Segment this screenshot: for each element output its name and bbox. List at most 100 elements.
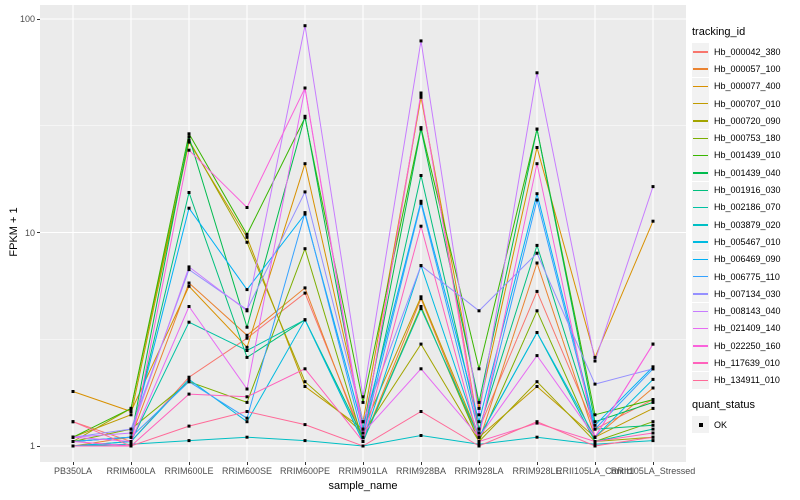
x-tick-label: RRIM901LA bbox=[338, 466, 388, 476]
legend-key bbox=[692, 233, 709, 251]
data-point bbox=[593, 413, 597, 417]
data-point bbox=[303, 286, 307, 290]
data-point bbox=[593, 427, 597, 431]
data-point bbox=[187, 424, 191, 428]
data-point bbox=[245, 387, 249, 391]
data-point bbox=[651, 367, 655, 371]
data-point bbox=[187, 377, 191, 381]
data-point bbox=[187, 375, 191, 379]
data-point bbox=[71, 444, 75, 448]
data-point bbox=[303, 190, 307, 194]
data-point bbox=[187, 191, 191, 194]
data-point bbox=[303, 162, 307, 166]
legend-key bbox=[692, 112, 709, 130]
legend-item: Hb_000077_400 bbox=[692, 77, 781, 95]
data-point bbox=[535, 127, 539, 131]
legend-line-swatch bbox=[693, 206, 708, 209]
data-point bbox=[593, 442, 597, 446]
data-point bbox=[419, 127, 423, 131]
data-point bbox=[535, 251, 539, 255]
data-point bbox=[651, 398, 655, 402]
legend-line-swatch bbox=[693, 379, 708, 382]
data-point bbox=[593, 423, 597, 427]
data-point bbox=[245, 400, 249, 404]
x-tick-label: RRII105LA_Control bbox=[555, 466, 635, 476]
data-point bbox=[187, 148, 191, 152]
data-point bbox=[245, 345, 249, 349]
data-point bbox=[245, 240, 249, 244]
data-point bbox=[535, 261, 539, 265]
legend-label: OK bbox=[714, 419, 728, 430]
data-point bbox=[535, 71, 539, 75]
legend-label: Hb_021409_140 bbox=[714, 323, 781, 334]
data-point bbox=[245, 410, 249, 413]
data-point bbox=[245, 235, 249, 239]
legend-label: Hb_000077_400 bbox=[714, 81, 781, 92]
x-tick-label: PB350LA bbox=[53, 466, 93, 476]
data-point bbox=[535, 192, 539, 196]
legend-label: Hb_002186_070 bbox=[714, 202, 781, 213]
legend-line-swatch bbox=[693, 241, 708, 243]
legend-line-swatch bbox=[693, 68, 708, 70]
data-point bbox=[187, 268, 191, 272]
legend-tracking-id-items: Hb_000042_380 Hb_000057_100 Hb_000077_400 H… bbox=[692, 43, 781, 389]
legend-title-tracking-id: tracking_id bbox=[692, 26, 746, 38]
legend-key bbox=[692, 95, 709, 113]
legend-line-swatch bbox=[693, 310, 708, 312]
x-tick-mark bbox=[72, 462, 74, 465]
data-point bbox=[245, 349, 249, 352]
data-point bbox=[303, 423, 307, 427]
x-tick-label: RRIM600PE bbox=[279, 466, 331, 476]
legend-item: Hb_000042_380 bbox=[692, 43, 781, 61]
legend-item: Hb_000707_010 bbox=[692, 95, 781, 113]
data-point bbox=[535, 380, 539, 384]
data-point bbox=[303, 86, 307, 90]
data-point bbox=[303, 291, 307, 295]
data-point bbox=[129, 444, 133, 448]
legend-item: Hb_021409_140 bbox=[692, 319, 781, 337]
data-point bbox=[129, 440, 133, 443]
legend-item: Hb_008143_040 bbox=[692, 302, 781, 320]
data-point bbox=[535, 243, 539, 247]
legend-key bbox=[692, 216, 709, 234]
legend-key bbox=[692, 164, 709, 182]
legend-label: Hb_134911_010 bbox=[714, 375, 780, 386]
x-tick-mark bbox=[652, 462, 654, 465]
legend-key bbox=[692, 319, 709, 337]
x-tick-label: RRII105LA_Stressed bbox=[610, 466, 696, 476]
data-point bbox=[593, 359, 597, 363]
x-tick-label: RRIM928BA bbox=[395, 466, 447, 476]
y-tick-label: 100 bbox=[19, 14, 35, 24]
data-point bbox=[245, 309, 249, 313]
data-point bbox=[651, 439, 655, 443]
data-point bbox=[651, 406, 655, 410]
data-point bbox=[477, 442, 481, 446]
legend: tracking_id Hb_000042_380 Hb_000057_100 Hb… bbox=[692, 26, 781, 434]
data-point bbox=[419, 224, 423, 228]
data-point bbox=[187, 380, 191, 384]
data-point bbox=[535, 289, 539, 293]
data-point bbox=[245, 288, 249, 292]
x-tick-mark bbox=[246, 462, 248, 465]
data-point bbox=[361, 420, 365, 424]
x-tick-label: RRIM600SE bbox=[221, 466, 273, 476]
data-point bbox=[651, 435, 655, 439]
data-point bbox=[419, 174, 423, 177]
data-point bbox=[535, 354, 539, 358]
legend-key bbox=[692, 146, 709, 164]
x-tick-mark bbox=[478, 462, 480, 465]
data-point bbox=[187, 392, 191, 396]
data-point bbox=[245, 336, 249, 340]
data-point bbox=[129, 435, 133, 439]
data-point bbox=[419, 305, 423, 308]
legend-label: Hb_007134_030 bbox=[714, 288, 781, 299]
data-point bbox=[477, 413, 481, 417]
legend-line-swatch bbox=[693, 327, 708, 330]
data-point bbox=[245, 325, 249, 329]
data-point bbox=[419, 342, 423, 346]
legend-key bbox=[692, 43, 709, 61]
x-tick-mark bbox=[130, 462, 132, 465]
legend-key bbox=[692, 268, 709, 285]
data-point bbox=[477, 400, 481, 404]
legend-item: Hb_006775_110 bbox=[692, 268, 781, 285]
